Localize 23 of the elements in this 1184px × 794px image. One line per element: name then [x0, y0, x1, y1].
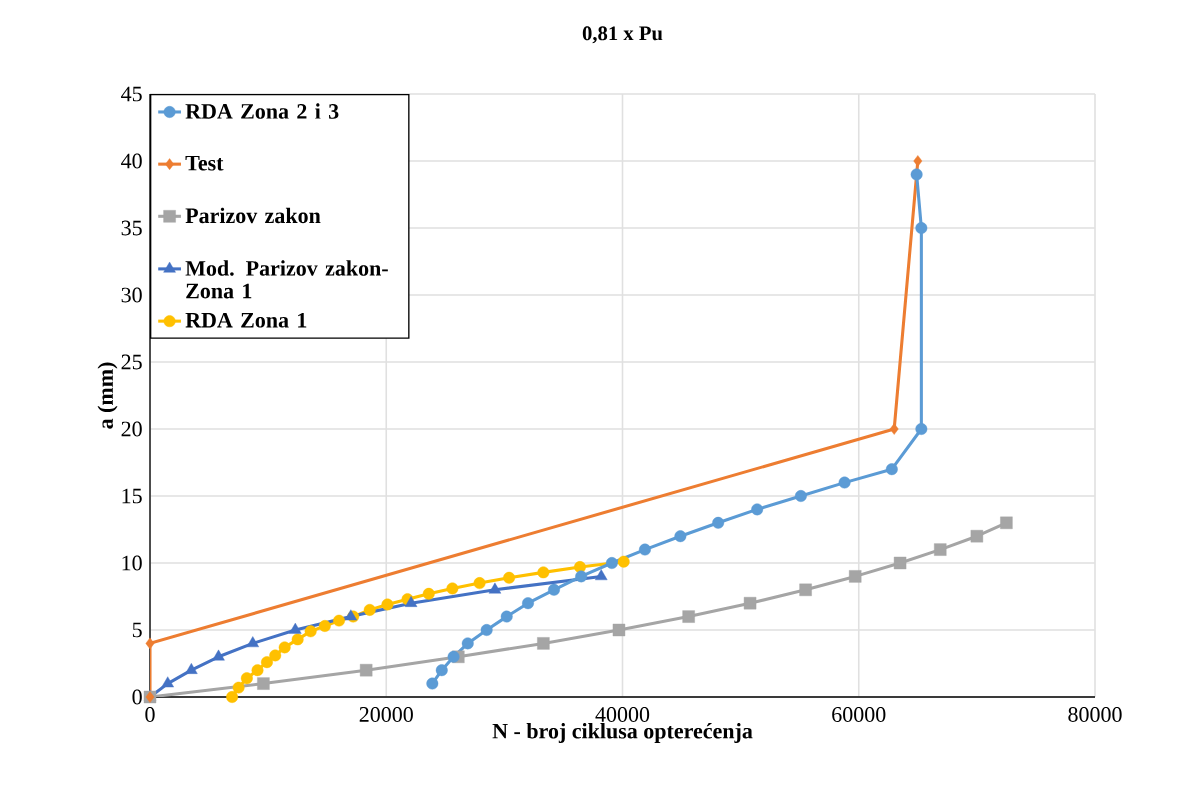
- x-axis-title: N - broj ciklusa opterećenja: [492, 723, 753, 744]
- y-tick-label: 35: [121, 220, 142, 236]
- x-tick-label: 0: [145, 707, 155, 722]
- y-tick-label: 40: [121, 153, 142, 169]
- y-tick-label: 10: [122, 555, 142, 571]
- y-tick-label: 15: [122, 488, 142, 504]
- x-tick-label: 40000: [595, 707, 650, 722]
- y-tick-label: 20: [121, 421, 142, 437]
- x-tick-label: 60000: [832, 707, 886, 722]
- chart-title: 0,81 x Pu: [582, 26, 663, 44]
- y-tick-label: 0: [132, 689, 142, 705]
- y-tick-label: 5: [132, 622, 142, 638]
- legend-label: Test: [185, 155, 224, 171]
- y-tick-label: 30: [121, 287, 142, 303]
- legend-label: Mod. Parizov zakon-Zona 1: [185, 260, 388, 299]
- y-tick-label: 45: [121, 86, 142, 102]
- legend-label: RDA Zona 1: [185, 312, 307, 328]
- y-tick-label: 25: [121, 354, 142, 370]
- legend-label: RDA Zona 2 i 3: [185, 103, 339, 119]
- x-tick-label: 20000: [359, 707, 413, 722]
- y-axis-title: a (mm): [97, 362, 118, 429]
- x-tick-label: 80000: [1068, 707, 1122, 722]
- legend-label: Parizov zakon: [185, 207, 321, 224]
